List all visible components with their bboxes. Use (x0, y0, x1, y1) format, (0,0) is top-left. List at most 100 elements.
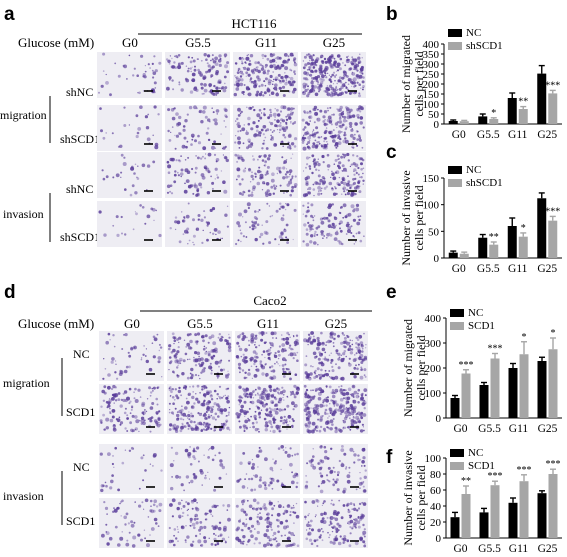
significance-marker: * (521, 223, 526, 234)
legend-swatch (448, 166, 462, 174)
y-tick-label: 0 (436, 413, 442, 425)
bar-control (507, 226, 517, 258)
legend-label: NC (468, 307, 483, 319)
panel-letter-f: f (386, 447, 393, 468)
micrograph-field (235, 384, 300, 434)
micrograph-field (165, 52, 230, 98)
x-tick-label: G5.5 (478, 423, 501, 435)
y-tick-label: 200 (425, 363, 442, 375)
bar-treatment (548, 349, 558, 418)
y-tick-label: 0 (436, 533, 442, 545)
x-tick-label: G11 (508, 263, 528, 275)
y-tick-label: 0 (434, 119, 440, 131)
panel-letter-e: e (386, 282, 397, 303)
micrograph-field (167, 331, 232, 381)
bar-treatment (459, 253, 469, 258)
micrograph-field (235, 498, 300, 548)
micrograph-field (301, 201, 366, 247)
bar-control (508, 368, 518, 418)
micrograph-field (99, 498, 164, 548)
col-label-d-3: G25 (325, 316, 347, 331)
glucose-label-d: Glucose (mM) (18, 316, 94, 331)
legend-label: NC (466, 164, 481, 176)
y-tick-label: 100 (425, 453, 442, 465)
legend-label: NC (468, 447, 483, 459)
glucose-label-a: Glucose (mM) (18, 35, 94, 50)
row-label-a-2: shNC (66, 182, 93, 196)
significance-marker: *** (546, 459, 561, 470)
y-axis-label-line2: cells per field (412, 185, 426, 250)
bar-control (450, 517, 460, 538)
significance-marker: * (551, 328, 556, 339)
bar-control (479, 512, 489, 538)
panel-letter-c: c (386, 142, 397, 163)
y-tick-label: 100 (423, 200, 440, 212)
x-tick-label: G5.5 (478, 543, 501, 555)
y-tick-label: 200 (423, 79, 440, 91)
y-tick-label: 300 (423, 59, 440, 71)
bar-control (450, 398, 460, 418)
col-label-a-0: G0 (122, 35, 138, 50)
cell-line-label-a: HCT116 (231, 16, 277, 31)
bar-control (478, 237, 488, 258)
col-label-a-1: G5.5 (185, 35, 211, 50)
bar-treatment (459, 121, 469, 124)
y-tick-label: 250 (423, 69, 440, 81)
panel-a: a HCT116 Glucose (mM) G0 G5.5 G11 G25 sh… (0, 4, 366, 247)
significance-marker: *** (545, 80, 560, 91)
legend-swatch (448, 42, 462, 50)
y-axis-label-line2: cells per field (414, 465, 428, 530)
micrograph-field (303, 384, 368, 434)
bar-treatment (489, 244, 499, 258)
col-label-d-2: G11 (257, 316, 279, 331)
micrograph-grid-d (99, 331, 368, 548)
micrograph-field (97, 52, 162, 98)
row-label-d-2: NC (73, 460, 90, 474)
y-tick-label: 150 (423, 89, 440, 101)
y-axis-label-line1: Number of migrated (401, 319, 415, 417)
micrograph-field (167, 384, 232, 434)
x-tick-label: G5.5 (477, 129, 500, 141)
micrograph-field (167, 498, 232, 548)
micrograph-field (235, 331, 300, 381)
x-tick-label: G5.5 (477, 263, 500, 275)
y-tick-label: 100 (423, 99, 440, 111)
y-tick-label: 150 (423, 173, 440, 185)
micrograph-field (167, 444, 232, 494)
x-tick-label: G25 (538, 543, 558, 555)
micrograph-grid-a (97, 52, 366, 247)
significance-marker: ** (461, 476, 471, 487)
x-tick-label: G11 (508, 129, 528, 141)
legend-swatch (450, 449, 464, 457)
legend-swatch (448, 179, 462, 187)
y-axis-label-line1: Number of invasive (401, 450, 415, 545)
group-label-d-invasion: invasion (3, 489, 44, 503)
legend-swatch (450, 322, 464, 330)
micrograph-field (165, 201, 230, 247)
x-tick-label: G0 (453, 543, 467, 555)
significance-marker: * (522, 332, 527, 343)
y-axis-label-line2: cells per field (412, 51, 426, 116)
micrograph-field (99, 444, 164, 494)
legend-swatch (450, 462, 464, 470)
significance-marker: *** (459, 360, 474, 371)
row-label-a-1: shSCD1 (60, 132, 100, 146)
micrograph-field (303, 444, 368, 494)
bar-control (537, 493, 547, 538)
bar-treatment (548, 93, 558, 124)
group-label-a-migration: migration (0, 108, 47, 122)
bar-control (508, 502, 518, 538)
row-label-d-1: SCD1 (66, 405, 95, 419)
bar-treatment (548, 220, 558, 258)
significance-marker: *** (545, 206, 560, 217)
bar-treatment (519, 354, 529, 418)
y-axis-label-line2: cells per field (414, 335, 428, 400)
bar-control (537, 198, 547, 258)
bar-treatment (518, 109, 528, 124)
bar-treatment (519, 481, 529, 538)
micrograph-field (99, 331, 164, 381)
bar-control (537, 73, 547, 124)
micrograph-field (97, 152, 162, 198)
group-label-d-migration: migration (3, 376, 50, 390)
